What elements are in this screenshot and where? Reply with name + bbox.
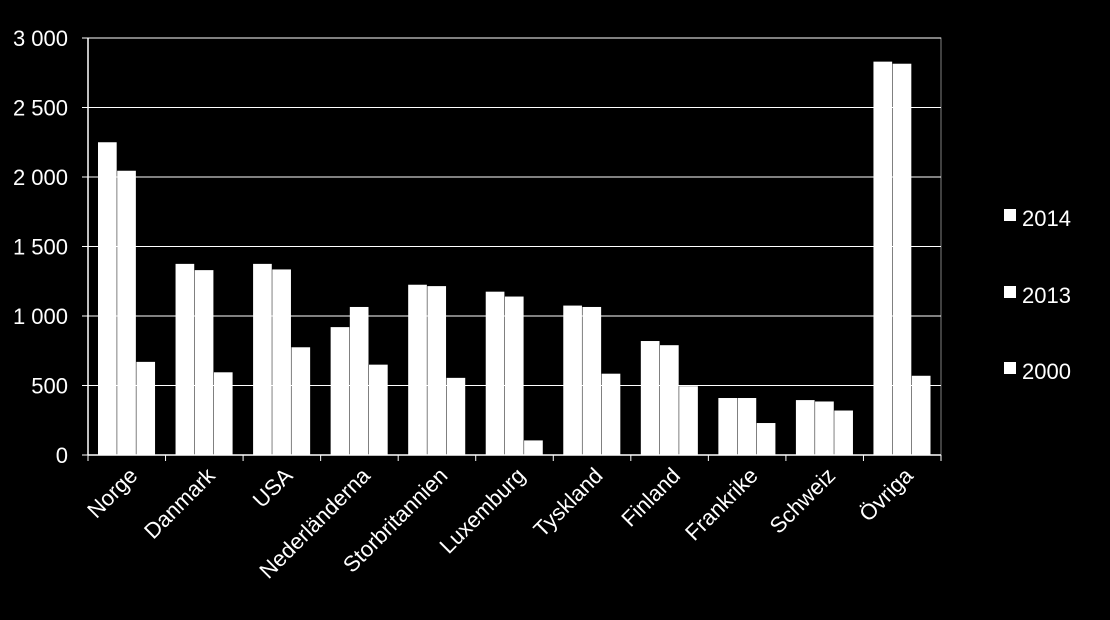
bar-2013-7 [660, 345, 679, 455]
x-tick-label: Schweiz [765, 463, 841, 539]
bar-2013-5 [504, 296, 524, 455]
axes [82, 37, 942, 461]
x-tick-label: Övriga [854, 462, 918, 526]
y-tick-label: 1 000 [13, 304, 68, 329]
y-tick-label: 500 [31, 374, 68, 399]
bar-2014-7 [640, 341, 660, 455]
bar-2014-9 [795, 400, 815, 455]
bar-2013-0 [117, 170, 136, 455]
bar-2000-2 [291, 347, 311, 455]
bar-2013-1 [194, 270, 214, 455]
y-tick-label: 2 500 [13, 96, 68, 121]
bar-2013-6 [582, 306, 602, 455]
bar-2000-5 [524, 440, 543, 455]
bar-2000-4 [446, 377, 466, 455]
x-tick-label: Norge [82, 463, 142, 523]
y-tick-labels: 0 500 1 000 1 500 2 000 2 500 3 000 [13, 26, 68, 468]
bar-2000-9 [834, 410, 853, 455]
legend-swatch [1004, 209, 1016, 221]
bar-2014-1 [175, 263, 195, 455]
legend: 2014 2013 2000 [1004, 206, 1071, 384]
bar-2000-7 [679, 386, 698, 455]
bar-2014-8 [718, 398, 738, 455]
bar-2014-3 [330, 327, 350, 455]
y-tick-label: 0 [56, 443, 68, 468]
bar-2000-6 [601, 373, 621, 455]
bar-2014-10 [873, 61, 893, 455]
x-tick-label: Tyskland [529, 463, 608, 542]
bar-2000-1 [213, 372, 233, 455]
x-tick-label: Danmark [139, 462, 220, 543]
bar-2013-2 [272, 269, 291, 455]
legend-swatch [1004, 362, 1016, 374]
bar-2013-4 [427, 286, 447, 455]
bar-2014-0 [98, 142, 117, 455]
bar-2013-3 [349, 306, 369, 455]
legend-label: 2014 [1022, 206, 1071, 231]
bar-2000-0 [136, 361, 156, 455]
bar-2014-6 [563, 305, 582, 455]
legend-label: 2013 [1022, 283, 1071, 308]
bar-2014-2 [253, 263, 272, 455]
bars [98, 61, 931, 456]
legend-label: 2000 [1022, 359, 1071, 384]
bar-2014-5 [485, 291, 505, 455]
x-tick-label: USA [248, 463, 298, 513]
x-tick-label: Frankrike [680, 463, 763, 546]
bar-2013-8 [737, 398, 757, 455]
bar-2013-9 [815, 401, 834, 455]
bar-2000-3 [369, 364, 388, 455]
bar-2000-8 [756, 423, 776, 455]
legend-swatch [1004, 286, 1016, 298]
x-tick-label: Finland [616, 463, 685, 532]
y-tick-label: 2 000 [13, 165, 68, 190]
bar-2000-10 [911, 375, 931, 455]
y-tick-label: 1 500 [13, 235, 68, 260]
y-tick-label: 3 000 [13, 26, 68, 51]
bar-2013-10 [892, 63, 912, 456]
bar-2014-4 [408, 284, 427, 455]
